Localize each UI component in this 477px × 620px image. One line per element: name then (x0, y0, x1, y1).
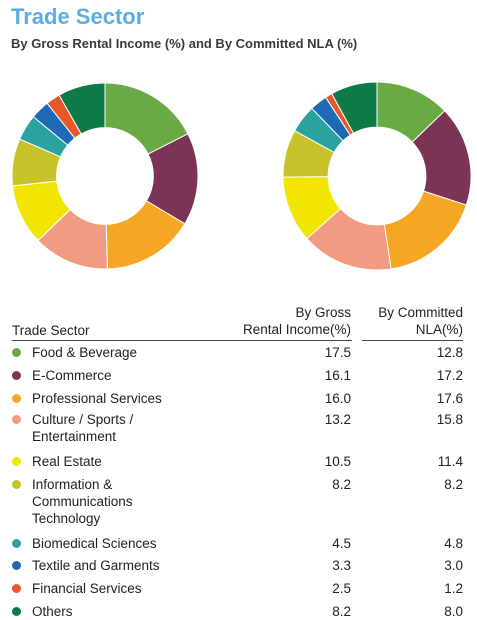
col-header-sector: Trade Sector (12, 323, 90, 338)
sector-label: Information & Communications Technology (32, 476, 222, 527)
sector-label-line: Real Estate (32, 454, 102, 469)
gri-value: 2.5 (332, 581, 351, 596)
sector-label-line: Food & Beverage (32, 345, 138, 360)
legend-dot-icon (12, 480, 21, 489)
legend-dot-icon (12, 371, 21, 380)
nla-value: 17.2 (436, 368, 463, 383)
legend-dot-icon (12, 607, 21, 616)
col-header-nla-line2: NLA(%) (415, 322, 463, 337)
nla-value: 8.2 (444, 477, 463, 492)
legend-dot-icon (12, 457, 21, 466)
legend-dot-icon (12, 584, 21, 593)
donut-chart-gross-rental-income (11, 82, 199, 270)
header-rule-sector-gri (12, 340, 352, 341)
nla-value: 8.0 (444, 604, 463, 619)
sector-label-line: Biomedical Sciences (32, 536, 157, 551)
donut-chart-committed-nla (282, 81, 472, 271)
sector-label: Financial Services (32, 580, 222, 597)
sector-label-line: Information & (32, 477, 113, 492)
legend-dot-icon (12, 561, 21, 570)
legend-dot-icon (12, 348, 21, 357)
sector-label-line: Entertainment (32, 429, 117, 444)
donut-slice (58, 82, 106, 135)
sector-label-line: Technology (32, 511, 101, 526)
gri-value: 8.2 (332, 477, 351, 492)
nla-value: 3.0 (444, 558, 463, 573)
header-rule-nla (362, 340, 463, 341)
sector-label: Textile and Garments (32, 557, 222, 574)
gri-value: 13.2 (324, 412, 351, 427)
sector-label: Professional Services (32, 390, 222, 407)
col-header-nla-line1: By Committed (378, 305, 463, 320)
col-header-gri-line2: Rental Income(%) (242, 322, 351, 337)
page-title: Trade Sector (11, 4, 145, 29)
sector-label: Biomedical Sciences (32, 535, 222, 552)
sector-label-line: E-Commerce (32, 368, 112, 383)
page-subtitle: By Gross Rental Income (%) and By Commit… (11, 36, 358, 51)
legend-dot-icon (12, 415, 21, 424)
gri-value: 4.5 (332, 536, 351, 551)
gri-value: 3.3 (332, 558, 351, 573)
donut-slice (383, 190, 468, 270)
gri-value: 16.0 (324, 391, 351, 406)
gri-value: 10.5 (324, 454, 351, 469)
legend-dot-icon (12, 539, 21, 548)
sector-label-line: Others (32, 604, 73, 619)
donut-slice (331, 81, 378, 134)
nla-value: 12.8 (436, 345, 463, 360)
col-header-gri-line1: By Gross (295, 305, 351, 320)
sector-label-line: Professional Services (32, 391, 162, 406)
sector-label: Others (32, 603, 222, 620)
sector-label: Culture / Sports / Entertainment (32, 411, 222, 445)
sector-label-line: Textile and Garments (32, 558, 160, 573)
gri-value: 17.5 (324, 345, 351, 360)
legend-dot-icon (12, 394, 21, 403)
sector-label-line: Culture / Sports / (32, 412, 134, 427)
sector-label: Food & Beverage (32, 344, 222, 361)
sector-label: Real Estate (32, 453, 222, 470)
nla-value: 1.2 (444, 581, 463, 596)
sector-label-line: Financial Services (32, 581, 142, 596)
nla-value: 4.8 (444, 536, 463, 551)
gri-value: 8.2 (332, 604, 351, 619)
nla-value: 17.6 (436, 391, 463, 406)
sector-label: E-Commerce (32, 367, 222, 384)
gri-value: 16.1 (324, 368, 351, 383)
sector-label-line: Communications (32, 494, 133, 509)
nla-value: 11.4 (437, 454, 463, 469)
nla-value: 15.8 (436, 412, 463, 427)
